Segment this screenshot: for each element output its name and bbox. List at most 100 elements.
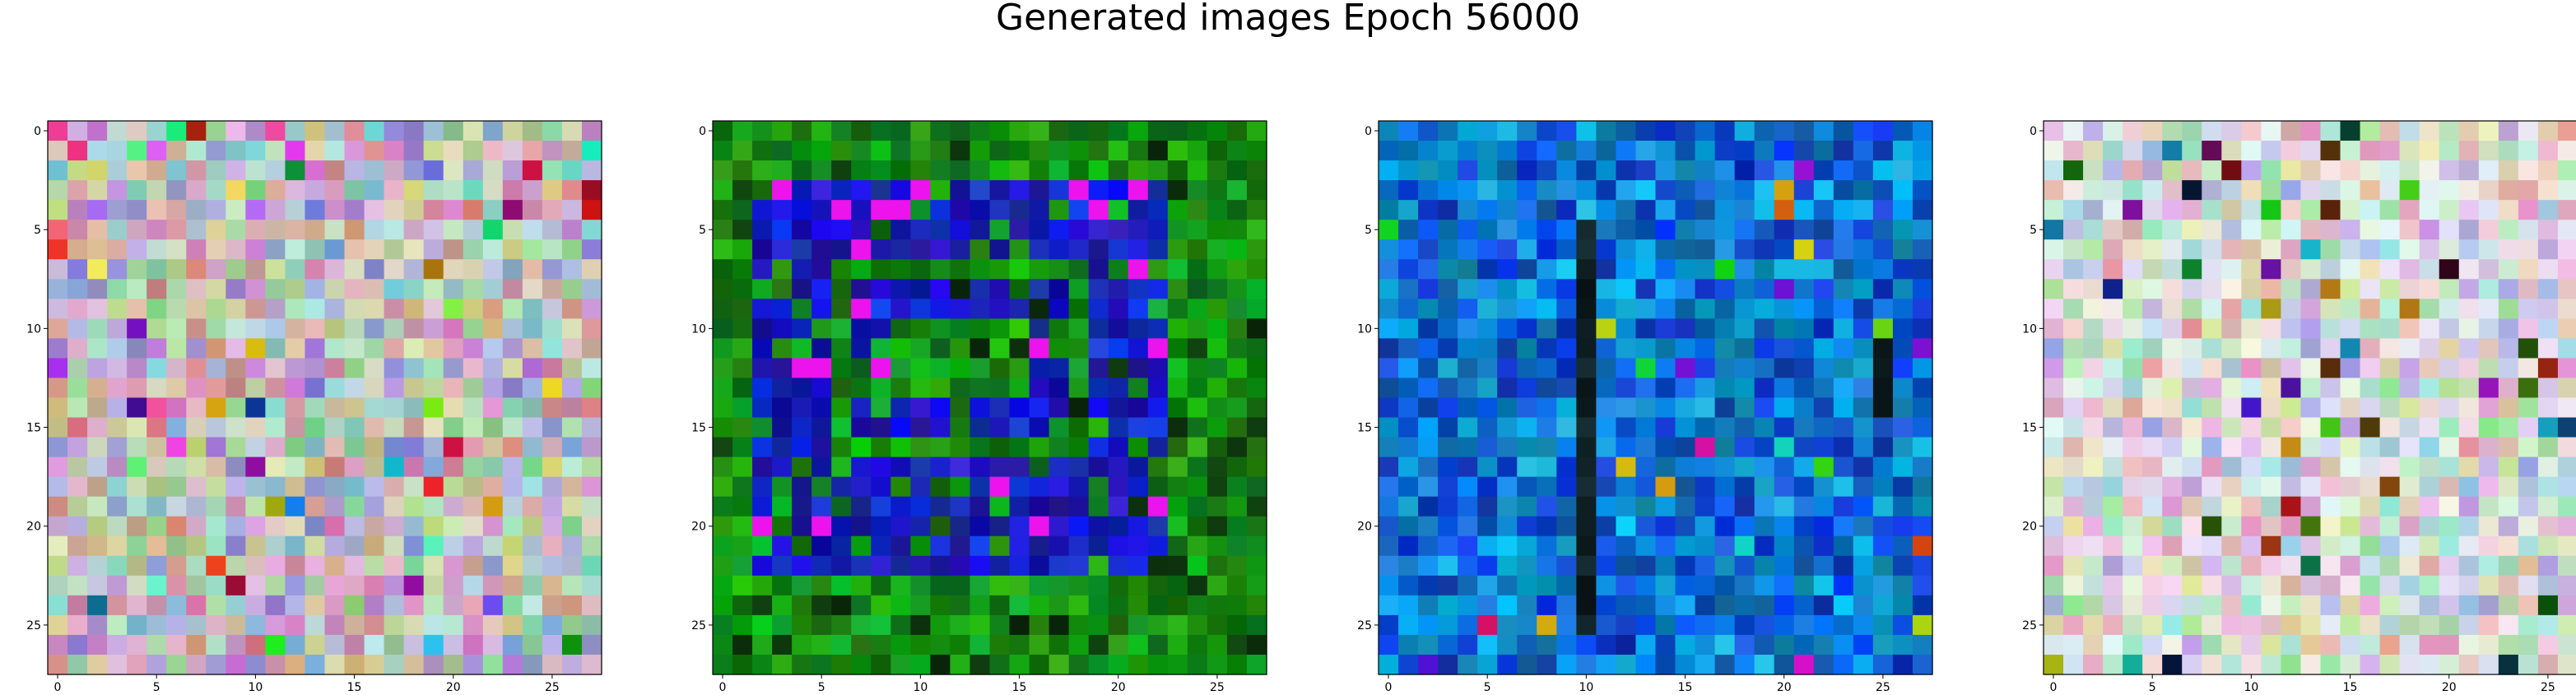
pixel xyxy=(2202,121,2222,141)
pixel xyxy=(732,614,753,636)
pixel xyxy=(713,535,733,557)
pixel xyxy=(107,437,128,458)
pixel xyxy=(1695,456,1716,478)
pixel xyxy=(989,358,1011,379)
pixel xyxy=(1734,456,1755,478)
pixel xyxy=(1635,121,1657,141)
pixel xyxy=(324,516,346,537)
pixel xyxy=(2320,535,2341,557)
pixel xyxy=(1734,318,1755,339)
pixel xyxy=(1853,437,1874,458)
pixel xyxy=(403,595,425,616)
pixel xyxy=(1497,239,1518,260)
pixel xyxy=(1793,141,1815,161)
pixel xyxy=(2537,417,2559,438)
pixel xyxy=(1872,496,1894,517)
pixel xyxy=(1418,654,1439,675)
pixel xyxy=(1517,437,1537,458)
pixel xyxy=(2458,595,2480,616)
pixel xyxy=(324,318,346,339)
pixel xyxy=(1167,299,1188,319)
pixel xyxy=(1576,200,1597,220)
pixel xyxy=(1029,516,1050,537)
pixel xyxy=(107,220,128,240)
pixel xyxy=(127,614,147,636)
pixel xyxy=(1734,338,1755,359)
pixel xyxy=(146,516,167,537)
pixel xyxy=(1556,160,1577,181)
pixel xyxy=(1246,476,1267,498)
pixel xyxy=(831,397,852,419)
pixel xyxy=(1734,279,1755,299)
pixel xyxy=(166,180,187,201)
pixel xyxy=(2241,220,2262,240)
pixel xyxy=(166,259,187,280)
pixel xyxy=(1793,358,1815,379)
pixel xyxy=(1774,595,1795,616)
pixel xyxy=(2123,220,2143,240)
pixel xyxy=(2340,456,2361,478)
pixel xyxy=(1226,160,1248,181)
pixel xyxy=(2419,575,2440,596)
pixel xyxy=(1497,318,1518,339)
pixel xyxy=(423,555,444,577)
pixel xyxy=(2221,476,2242,498)
pixel xyxy=(2063,121,2084,141)
pixel xyxy=(2044,121,2064,141)
pixel xyxy=(1675,338,1696,359)
pixel xyxy=(1675,239,1696,260)
pixel xyxy=(969,160,991,181)
pixel xyxy=(2202,456,2222,478)
pixel xyxy=(1497,476,1518,498)
pixel xyxy=(561,239,583,260)
pixel xyxy=(206,516,226,537)
pixel xyxy=(1912,318,1933,339)
pixel xyxy=(792,555,812,577)
pixel xyxy=(1226,614,1248,636)
pixel xyxy=(2103,200,2123,220)
pixel xyxy=(1207,141,1228,161)
pixel xyxy=(1596,575,1617,596)
pixel xyxy=(1187,476,1208,498)
pixel xyxy=(285,516,306,537)
pixel xyxy=(1912,654,1933,675)
pixel xyxy=(1537,595,1557,616)
pixel xyxy=(443,496,464,517)
pixel xyxy=(1556,595,1577,616)
pixel xyxy=(1009,575,1030,596)
pixel xyxy=(1068,259,1090,280)
pixel xyxy=(1207,220,1228,240)
pixel xyxy=(1556,259,1577,280)
pixel xyxy=(403,180,425,201)
pixel xyxy=(2221,496,2242,517)
pixel xyxy=(2063,555,2084,577)
pixel xyxy=(1246,358,1267,379)
pixel xyxy=(851,555,872,577)
pixel xyxy=(1853,160,1874,181)
pixel xyxy=(930,338,951,359)
pixel xyxy=(1379,378,1399,399)
pixel xyxy=(2083,535,2104,557)
pixel xyxy=(305,338,326,359)
pixel xyxy=(1049,397,1070,419)
pixel xyxy=(930,397,951,419)
pixel xyxy=(482,397,504,419)
pixel xyxy=(1128,180,1149,201)
pixel xyxy=(2320,496,2341,517)
pixel xyxy=(186,595,207,616)
pixel xyxy=(1167,220,1188,240)
pixel xyxy=(245,397,266,419)
pixel xyxy=(1537,456,1557,478)
pixel xyxy=(732,417,753,438)
pixel xyxy=(1853,417,1874,438)
pixel xyxy=(2083,476,2104,498)
pixel xyxy=(851,595,872,616)
pixel xyxy=(1596,654,1617,675)
pixel xyxy=(2458,555,2480,577)
pixel xyxy=(2399,121,2420,141)
pixel xyxy=(1556,437,1577,458)
pixel xyxy=(1167,160,1188,181)
pixel xyxy=(1438,141,1458,161)
pixel xyxy=(1833,535,1854,557)
pixel xyxy=(732,397,753,419)
